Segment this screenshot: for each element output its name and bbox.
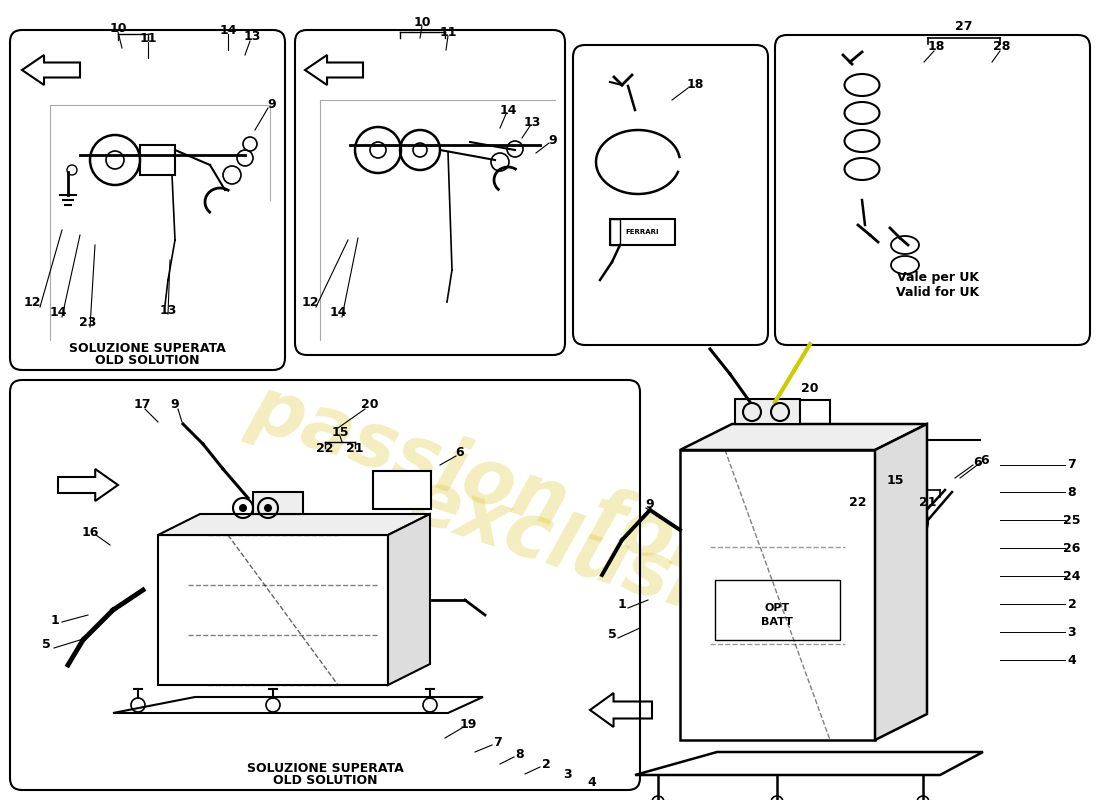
- Bar: [735, 399, 800, 424]
- Text: 21: 21: [346, 442, 364, 454]
- Text: FERRARI: FERRARI: [625, 229, 659, 235]
- Text: Valid for UK: Valid for UK: [896, 286, 980, 298]
- Text: 14: 14: [50, 306, 67, 319]
- Text: 10: 10: [109, 22, 126, 34]
- Bar: [680, 450, 874, 740]
- Text: SOLUZIONE SUPERATA: SOLUZIONE SUPERATA: [68, 342, 226, 354]
- Text: SOLUZIONE SUPERATA: SOLUZIONE SUPERATA: [246, 762, 404, 774]
- Text: 24: 24: [1064, 570, 1080, 582]
- Text: 10: 10: [414, 15, 431, 29]
- Text: 6: 6: [974, 455, 982, 469]
- Text: 3: 3: [563, 767, 572, 781]
- Bar: [610, 219, 675, 245]
- Text: 8: 8: [1068, 486, 1076, 498]
- Text: 28: 28: [993, 41, 1011, 54]
- Circle shape: [239, 504, 248, 512]
- Text: 1: 1: [617, 598, 626, 611]
- Text: 16: 16: [81, 526, 99, 538]
- Bar: [715, 580, 840, 640]
- Text: 26: 26: [1064, 542, 1080, 554]
- Text: 9: 9: [646, 498, 654, 511]
- Text: 20: 20: [801, 382, 818, 394]
- Polygon shape: [874, 424, 927, 740]
- Text: exclusive: exclusive: [398, 463, 802, 657]
- Text: OLD SOLUTION: OLD SOLUTION: [273, 774, 377, 787]
- Text: 14: 14: [499, 103, 517, 117]
- Text: 13: 13: [160, 303, 177, 317]
- Text: 13: 13: [524, 115, 541, 129]
- Text: 12: 12: [23, 297, 41, 310]
- Text: 15: 15: [887, 474, 904, 486]
- Text: 6: 6: [455, 446, 464, 458]
- Polygon shape: [388, 514, 430, 685]
- Text: 4: 4: [1068, 654, 1077, 666]
- Text: 7: 7: [1068, 458, 1077, 471]
- Text: 9: 9: [170, 398, 179, 411]
- Polygon shape: [158, 514, 430, 535]
- Text: 5: 5: [42, 638, 51, 651]
- Text: 2: 2: [1068, 598, 1077, 610]
- Polygon shape: [680, 424, 927, 450]
- Text: 6: 6: [981, 454, 989, 466]
- Bar: [610, 219, 620, 245]
- Text: 2: 2: [541, 758, 550, 770]
- Text: 9: 9: [549, 134, 558, 146]
- Polygon shape: [113, 697, 483, 713]
- Bar: [740, 400, 830, 432]
- Text: 25: 25: [1064, 514, 1080, 526]
- Bar: [373, 471, 431, 509]
- Text: 22: 22: [849, 495, 867, 509]
- Text: Vale per UK: Vale per UK: [896, 271, 979, 285]
- Text: 1: 1: [51, 614, 59, 626]
- Text: 14: 14: [329, 306, 346, 319]
- Text: 12: 12: [301, 297, 319, 310]
- Text: 18: 18: [927, 41, 945, 54]
- Text: 11: 11: [140, 31, 156, 45]
- Text: 27: 27: [955, 19, 972, 33]
- Text: 22: 22: [317, 442, 333, 454]
- Text: OLD SOLUTION: OLD SOLUTION: [95, 354, 199, 367]
- Text: 5: 5: [607, 629, 616, 642]
- Text: 20: 20: [361, 398, 378, 411]
- Circle shape: [264, 504, 272, 512]
- Text: 17: 17: [133, 398, 151, 411]
- Bar: [140, 145, 175, 175]
- Bar: [158, 535, 388, 685]
- Text: BATT: BATT: [761, 617, 793, 627]
- Text: 23: 23: [79, 317, 97, 330]
- Text: 11: 11: [439, 26, 456, 38]
- Text: OPT: OPT: [764, 603, 790, 613]
- Text: 8: 8: [516, 747, 525, 761]
- Text: 13: 13: [243, 30, 261, 43]
- Text: 19: 19: [460, 718, 476, 731]
- Text: 18: 18: [686, 78, 704, 91]
- Text: 3: 3: [1068, 626, 1076, 638]
- Text: 14: 14: [219, 23, 236, 37]
- Text: 21: 21: [920, 495, 937, 509]
- Bar: [253, 492, 302, 514]
- Text: 15: 15: [331, 426, 349, 438]
- Text: passion for: passion for: [240, 370, 719, 590]
- Text: 7: 7: [494, 735, 503, 749]
- Polygon shape: [635, 752, 983, 775]
- Text: 9: 9: [267, 98, 276, 111]
- Text: 4: 4: [587, 777, 596, 790]
